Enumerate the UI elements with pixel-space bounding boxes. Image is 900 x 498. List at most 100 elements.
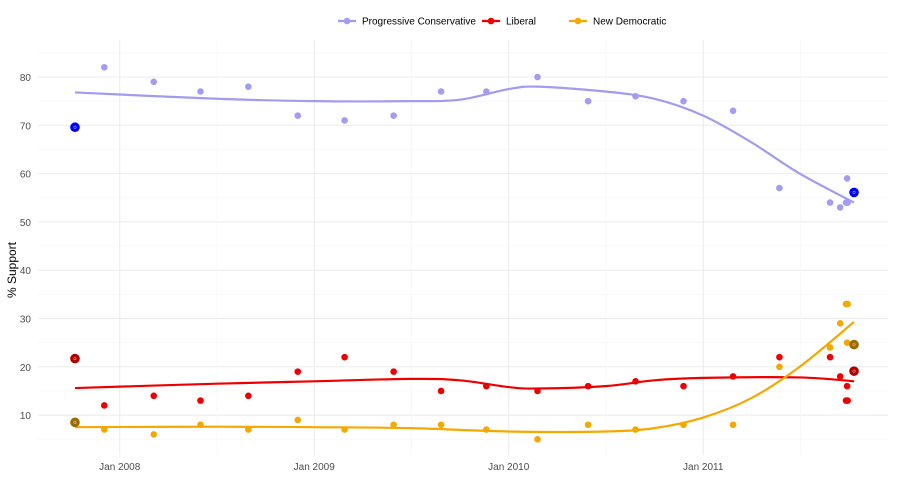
poll-point-progressive-conservative bbox=[483, 88, 490, 95]
y-tick-label: 60 bbox=[20, 170, 32, 181]
poll-point-liberal bbox=[341, 353, 348, 361]
poll-point-liberal bbox=[483, 382, 490, 390]
y-tick-label: 80 bbox=[20, 73, 32, 84]
poll-point-new-democratic bbox=[632, 426, 639, 433]
poll-point-progressive-conservative bbox=[100, 64, 108, 71]
poll-point-progressive-conservative bbox=[150, 78, 158, 86]
x-tick-label: Jan 2011 bbox=[683, 462, 724, 473]
x-axis-ticks: Jan 2008 Jan 2009 Jan 2010 Jan 2011 bbox=[99, 462, 724, 473]
poll-point-new-democratic bbox=[776, 363, 783, 371]
legend-label: Liberal bbox=[506, 17, 536, 28]
poll-point-liberal bbox=[843, 382, 851, 390]
poll-point-new-democratic bbox=[534, 435, 541, 443]
poll-point-progressive-conservative bbox=[776, 184, 783, 192]
election-result-center bbox=[73, 357, 77, 361]
trend-lines bbox=[74, 85, 855, 434]
poll-point-progressive-conservative bbox=[729, 107, 737, 115]
election-result-center bbox=[852, 343, 856, 347]
poll-point-progressive-conservative bbox=[826, 199, 834, 206]
poll-point-progressive-conservative bbox=[584, 97, 592, 105]
election-result-liberal bbox=[849, 366, 859, 376]
poll-point-new-democratic bbox=[390, 421, 397, 429]
poll-point-progressive-conservative bbox=[437, 88, 445, 95]
poll-point-liberal bbox=[197, 397, 204, 404]
y-tick-label: 50 bbox=[20, 218, 32, 229]
x-tick-label: Jan 2009 bbox=[294, 462, 336, 473]
poll-point-new-democratic bbox=[483, 426, 490, 433]
poll-point-liberal bbox=[844, 397, 851, 404]
poll-point-progressive-conservative bbox=[197, 88, 204, 95]
poll-point-progressive-conservative bbox=[390, 112, 397, 119]
election-result-progressive-conservative bbox=[849, 187, 859, 198]
poll-point-liberal bbox=[390, 368, 397, 375]
legend-key-point bbox=[343, 17, 351, 25]
election-result-center bbox=[852, 369, 856, 373]
poll-point-progressive-conservative bbox=[844, 199, 851, 206]
election-result-center bbox=[73, 420, 77, 424]
trend-line-liberal bbox=[74, 376, 855, 390]
poll-point-liberal bbox=[680, 382, 687, 390]
y-tick-label: 10 bbox=[20, 411, 32, 422]
election-result-center bbox=[73, 125, 77, 129]
y-tick-label: 20 bbox=[20, 363, 32, 374]
y-axis-ticks: 10 20 30 40 50 60 70 80 bbox=[20, 73, 32, 422]
legend-label: New Democratic bbox=[593, 17, 666, 28]
poll-point-new-democratic bbox=[843, 339, 851, 346]
poll-point-liberal bbox=[584, 382, 592, 390]
election-result-liberal bbox=[70, 353, 80, 364]
x-tick-label: Jan 2008 bbox=[99, 462, 141, 473]
trend-line-progressive-conservative bbox=[74, 85, 855, 204]
election-result-center bbox=[852, 190, 856, 194]
poll-point-new-democratic bbox=[294, 416, 302, 424]
poll-point-liberal bbox=[776, 353, 783, 361]
election-result-progressive-conservative bbox=[70, 122, 80, 133]
y-axis-label: % Support bbox=[5, 241, 19, 298]
poll-points bbox=[100, 64, 851, 443]
poll-point-liberal bbox=[294, 368, 302, 375]
poll-point-progressive-conservative bbox=[534, 73, 541, 81]
election-result-new-democratic bbox=[70, 417, 80, 428]
y-tick-label: 30 bbox=[20, 315, 32, 326]
poll-point-liberal bbox=[100, 402, 108, 409]
poll-point-progressive-conservative bbox=[680, 97, 687, 105]
poll-point-liberal bbox=[245, 392, 252, 400]
poll-point-liberal bbox=[826, 353, 834, 361]
poll-point-liberal bbox=[729, 373, 737, 380]
election-result-new-democratic bbox=[849, 339, 859, 350]
poll-point-progressive-conservative bbox=[632, 93, 639, 100]
poll-point-new-democratic bbox=[844, 300, 851, 308]
poll-point-new-democratic bbox=[826, 344, 834, 351]
poll-point-liberal bbox=[150, 392, 158, 400]
y-tick-label: 40 bbox=[20, 266, 32, 277]
legend-key-point bbox=[487, 17, 495, 25]
poll-point-progressive-conservative bbox=[341, 117, 348, 124]
legend: Progressive Conservative Liberal New Democ… bbox=[338, 17, 666, 28]
poll-point-progressive-conservative bbox=[843, 175, 851, 182]
poll-point-progressive-conservative bbox=[294, 112, 302, 119]
poll-point-new-democratic bbox=[437, 421, 445, 429]
poll-point-new-democratic bbox=[197, 421, 204, 429]
poll-point-new-democratic bbox=[680, 421, 687, 429]
legend-item-new-democratic: New Democratic bbox=[569, 17, 666, 28]
poll-point-liberal bbox=[836, 373, 844, 380]
poll-point-new-democratic bbox=[100, 426, 108, 433]
legend-label: Progressive Conservative bbox=[362, 17, 476, 28]
poll-point-progressive-conservative bbox=[245, 83, 252, 90]
poll-point-liberal bbox=[437, 387, 445, 395]
poll-point-progressive-conservative bbox=[836, 204, 844, 211]
poll-point-new-democratic bbox=[836, 320, 844, 327]
poll-point-liberal bbox=[632, 377, 639, 385]
trend-line-new-democratic bbox=[74, 321, 855, 434]
poll-point-new-democratic bbox=[150, 431, 158, 438]
y-tick-label: 70 bbox=[20, 121, 32, 132]
legend-key-point bbox=[574, 17, 582, 25]
poll-point-new-democratic bbox=[245, 426, 252, 433]
poll-point-new-democratic bbox=[584, 421, 592, 429]
legend-item-liberal: Liberal bbox=[482, 17, 536, 28]
x-tick-label: Jan 2010 bbox=[488, 462, 530, 473]
legend-item-progressive-conservative: Progressive Conservative bbox=[338, 17, 476, 28]
poll-point-new-democratic bbox=[729, 421, 737, 429]
poll-point-liberal bbox=[534, 387, 541, 395]
election-results bbox=[70, 122, 859, 428]
